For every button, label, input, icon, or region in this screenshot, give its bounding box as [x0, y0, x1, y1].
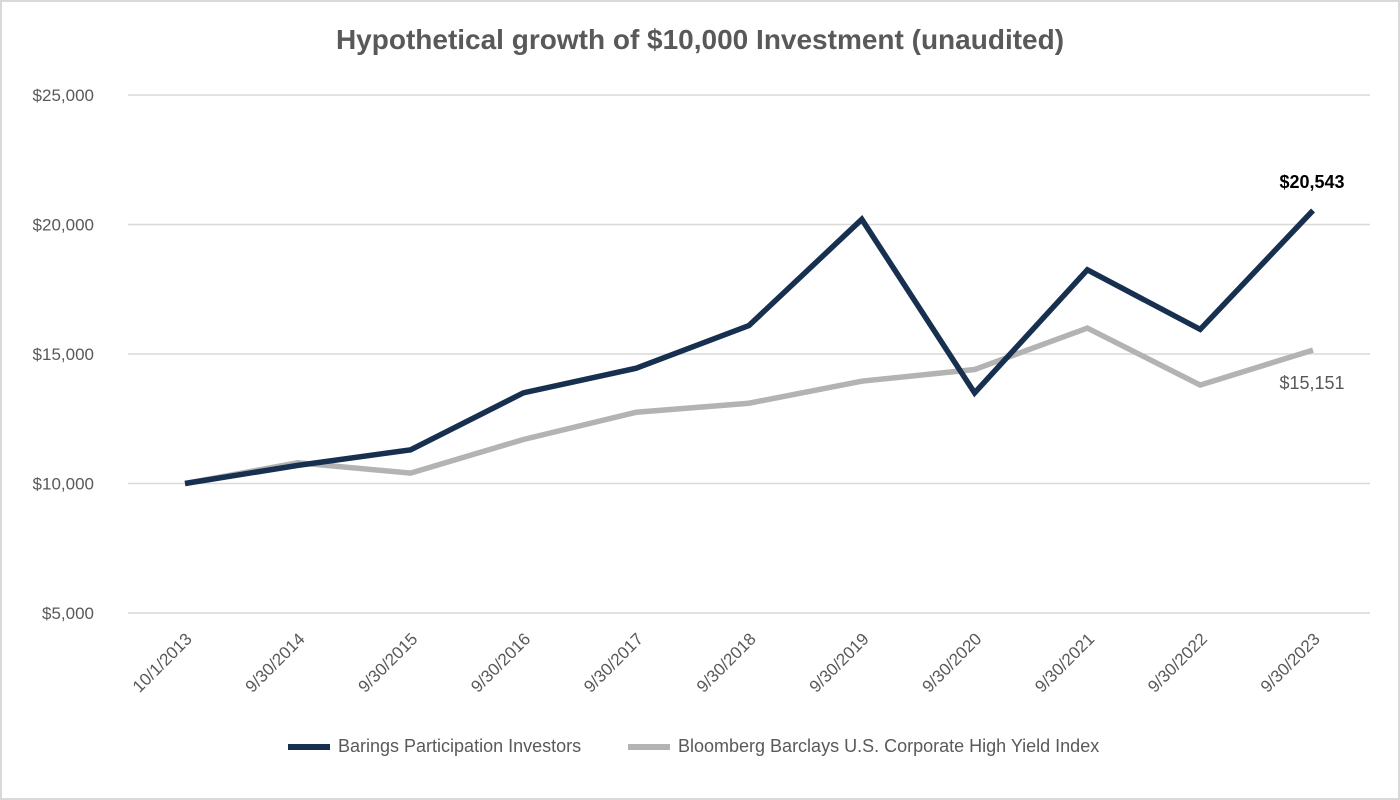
- end-label-barings: $20,543: [1279, 172, 1344, 192]
- legend-swatch-barings: [288, 743, 330, 750]
- x-tick-label: 9/30/2017: [580, 629, 647, 696]
- x-tick-label: 9/30/2015: [355, 629, 422, 696]
- legend-swatch-bloomberg: [628, 743, 670, 750]
- x-tick-label: 9/30/2019: [806, 629, 873, 696]
- y-axis-ticks: $5,000 $10,000 $15,000 $20,000 $25,000: [33, 86, 94, 623]
- x-axis-ticks: 10/1/2013 9/30/2014 9/30/2015 9/30/2016 9/30…: [129, 629, 1324, 696]
- series-line-barings: [184, 208, 1315, 487]
- legend-item-barings: Barings Participation Investors: [288, 736, 581, 757]
- legend-label-barings: Barings Participation Investors: [338, 736, 582, 756]
- series-lines: [184, 208, 1315, 487]
- x-tick-label: 9/30/2023: [1257, 629, 1324, 696]
- x-tick-label: 9/30/2020: [919, 629, 986, 696]
- x-tick-label: 9/30/2022: [1144, 629, 1211, 696]
- y-tick-label: $20,000: [33, 216, 94, 235]
- y-tick-label: $10,000: [33, 475, 94, 494]
- gridlines: [128, 94, 1370, 614]
- x-tick-label: 9/30/2018: [693, 629, 760, 696]
- legend-label-bloomberg: Bloomberg Barclays U.S. Corporate High Y…: [678, 736, 1100, 756]
- y-tick-label: $25,000: [33, 86, 94, 105]
- x-tick-label: 9/30/2016: [467, 629, 534, 696]
- x-tick-label: 10/1/2013: [129, 629, 196, 696]
- legend: Barings Participation Investors Bloomber…: [0, 736, 1400, 764]
- y-tick-label: $5,000: [42, 604, 94, 623]
- x-tick-label: 9/30/2014: [242, 629, 309, 696]
- end-label-bloomberg: $15,151: [1279, 373, 1344, 393]
- legend-item-bloomberg: Bloomberg Barclays U.S. Corporate High Y…: [628, 736, 1099, 757]
- chart-title: Hypothetical growth of $10,000 Investmen…: [335, 24, 1065, 55]
- y-tick-label: $15,000: [33, 345, 94, 364]
- x-tick-label: 9/30/2021: [1031, 629, 1098, 696]
- end-labels: $20,543 $15,151: [1279, 172, 1344, 393]
